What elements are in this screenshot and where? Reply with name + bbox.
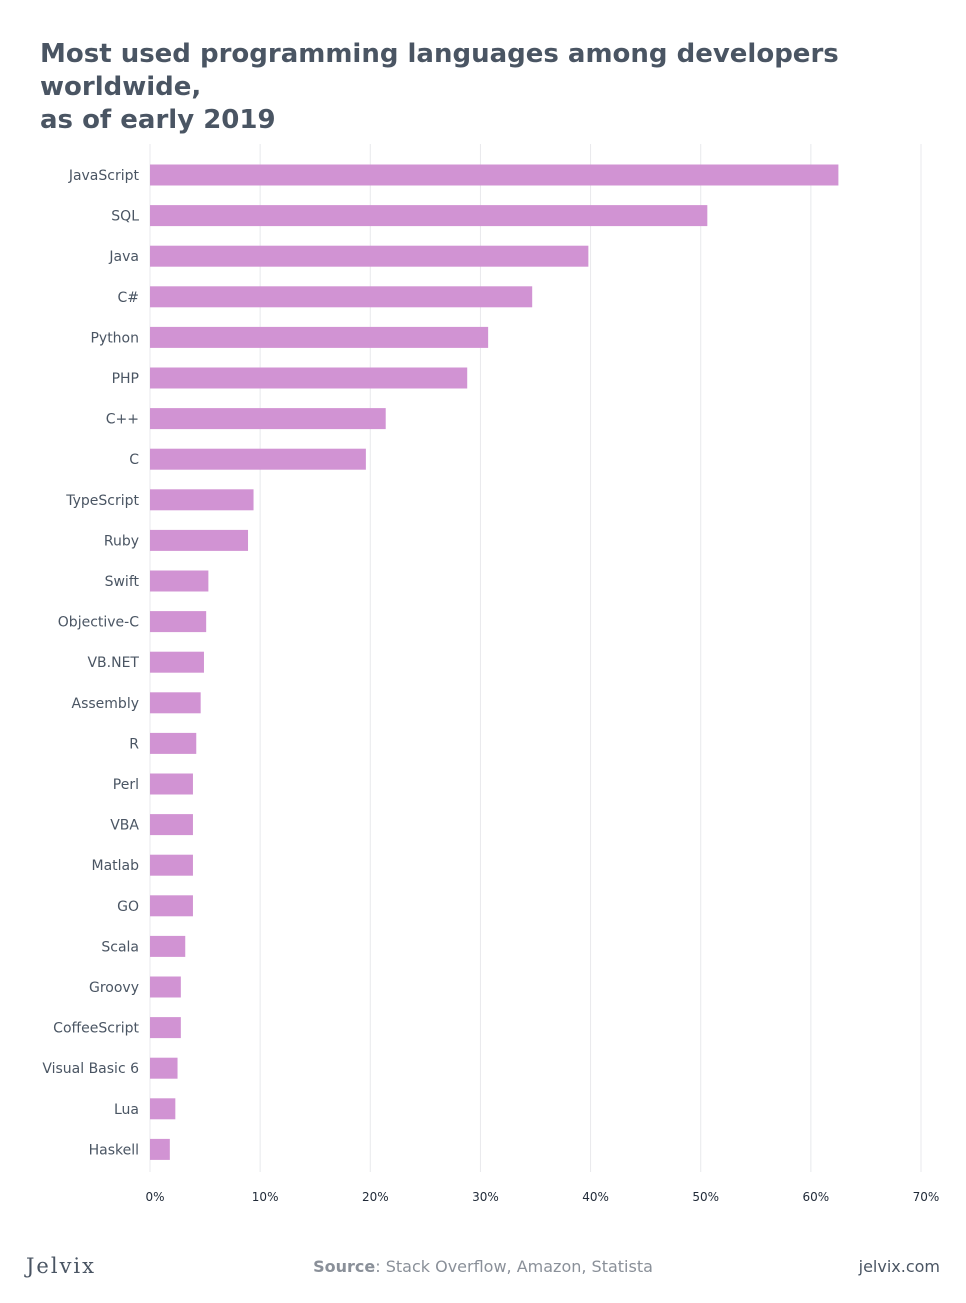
bar	[150, 326, 489, 348]
x-tick-label: 70%	[913, 1190, 940, 1204]
category-label: Swift	[105, 574, 140, 590]
category-label: Python	[90, 330, 139, 346]
category-label: Objective-C	[58, 615, 139, 631]
x-tick-label: 10%	[252, 1190, 279, 1204]
category-label: SQL	[111, 209, 139, 225]
bar	[150, 976, 181, 998]
bar	[150, 814, 193, 836]
category-label: Visual Basic 6	[42, 1061, 139, 1077]
category-label: Haskell	[89, 1142, 139, 1158]
x-tick-label: 20%	[362, 1190, 389, 1204]
chart-title-line-2: as of early 2019	[40, 105, 276, 135]
bars	[150, 164, 839, 1160]
category-label: Matlab	[91, 858, 139, 874]
category-label: Lua	[114, 1102, 139, 1118]
category-label: GO	[117, 899, 139, 915]
category-label: C	[129, 452, 139, 468]
bar	[150, 1138, 170, 1160]
category-label: R	[129, 736, 139, 752]
category-label: Assembly	[72, 696, 139, 712]
category-label: Perl	[113, 777, 139, 793]
bar	[150, 367, 468, 389]
grid-lines	[149, 144, 922, 1172]
bar	[150, 408, 386, 430]
source-note: Source: Stack Overflow, Amazon, Statista	[0, 1257, 966, 1276]
category-label: JavaScript	[68, 168, 140, 184]
bar	[150, 611, 207, 633]
bar	[150, 854, 193, 876]
x-tick-label: 60%	[803, 1190, 830, 1204]
bar	[150, 448, 366, 470]
bar	[150, 245, 589, 267]
category-label: PHP	[112, 371, 139, 387]
bar	[150, 1017, 181, 1039]
site-link[interactable]: jelvix.com	[858, 1257, 940, 1276]
bar	[150, 489, 254, 511]
x-axis-tick-labels: 0% 10% 20% 30% 40% 50% 60% 70%	[145, 1190, 939, 1204]
category-label: VBA	[110, 818, 139, 834]
category-label: C#	[117, 290, 139, 306]
bar	[150, 692, 201, 714]
bar	[150, 529, 249, 551]
bar	[150, 935, 186, 957]
x-tick-label: 50%	[692, 1190, 719, 1204]
bar	[150, 164, 839, 186]
bar	[150, 773, 193, 795]
bar	[150, 1057, 178, 1079]
category-label: Groovy	[89, 980, 139, 996]
chart-title-line-1: Most used programming languages among de…	[40, 39, 839, 102]
source-label: Source	[313, 1257, 376, 1276]
brand-logo: Jelvix	[26, 1254, 96, 1278]
category-label: VB.NET	[87, 655, 139, 671]
category-label: Scala	[101, 939, 139, 955]
category-label: Ruby	[104, 533, 139, 549]
source-text: : Stack Overflow, Amazon, Statista	[375, 1257, 653, 1276]
category-label: TypeScript	[65, 493, 139, 509]
bar	[150, 732, 197, 754]
footer: Jelvix Source: Stack Overflow, Amazon, S…	[0, 1250, 966, 1284]
x-tick-label: 0%	[145, 1190, 164, 1204]
chart-title: Most used programming languages among de…	[40, 38, 940, 137]
bar	[150, 570, 209, 592]
bar-chart: JavaScript SQL Java C# Python PHP C++ C TypeScri…	[42, 144, 939, 1204]
bar	[150, 895, 193, 917]
x-tick-label: 30%	[472, 1190, 499, 1204]
bar	[150, 205, 708, 227]
category-label: Java	[108, 249, 139, 265]
category-labels: JavaScript SQL Java C# Python PHP C++ C TypeScri…	[42, 168, 139, 1158]
category-label: CoffeeScript	[53, 1021, 139, 1037]
category-label: C++	[106, 412, 139, 428]
bar	[150, 286, 533, 308]
bar	[150, 1098, 176, 1120]
x-tick-label: 40%	[582, 1190, 609, 1204]
bar	[150, 651, 204, 673]
